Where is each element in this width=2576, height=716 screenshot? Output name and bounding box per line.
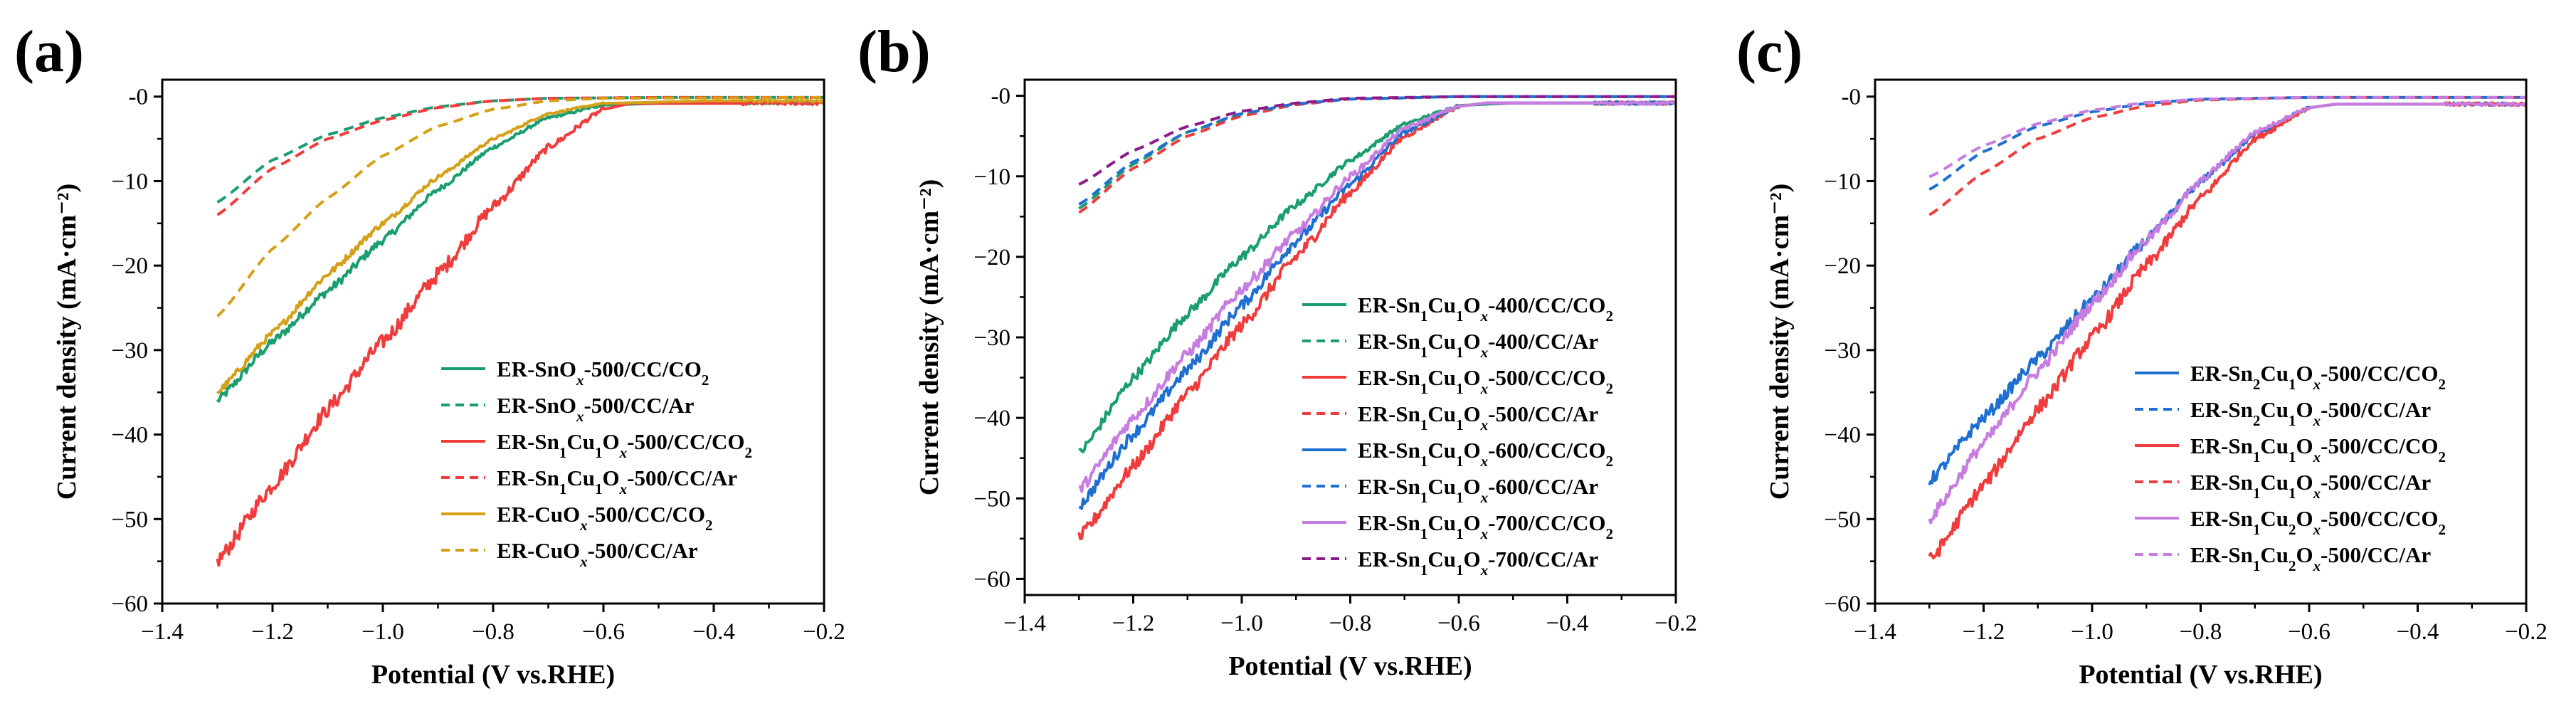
legend-label-6: ER-CuOx-500/CC/Ar [497, 538, 698, 570]
x-tick-label: −1.0 [361, 619, 404, 645]
series-line-7 [1078, 100, 1676, 493]
y-tick-label: −10 [1824, 169, 1861, 194]
chart-panel-3: (c) −1.4 −1.2 −1.0 −0.8 −0.6 −0.4 −0.2 -0 −10 −20 −… [1736, 19, 2548, 690]
legend-label-6: ER-Sn1Cu1Ox-600/CC/Ar [1358, 474, 1598, 506]
x-tick-label: −0.4 [1546, 611, 1589, 636]
legend-label-4: ER-Sn1Cu1Ox-500/CC/Ar [2190, 470, 2431, 502]
y-axis-title: Current density (mA·cm⁻²) [52, 184, 82, 500]
y-tick-label: −40 [1824, 423, 1861, 448]
x-axis-title: Potential (V vs.RHE) [371, 660, 615, 690]
x-tick-label: −0.6 [1437, 611, 1480, 636]
panel-label: (b) [857, 19, 931, 85]
legend-label-3: ER-Sn1Cu1Ox-500/CC/CO2 [2190, 433, 2446, 465]
x-tick-label: −0.4 [2397, 619, 2439, 645]
x-tick-label: −1.2 [251, 619, 294, 645]
y-tick-label: −40 [111, 423, 148, 448]
legend-label-3: ER-Sn1Cu1Ox-500/CC/CO2 [497, 429, 752, 461]
legend-label-4: ER-Sn1Cu1Ox-500/CC/Ar [497, 465, 737, 497]
legend: ER-Sn2Cu1Ox-500/CC/CO2 ER-Sn2Cu1Ox-500/CC… [2135, 361, 2446, 574]
x-tick-label: −1.2 [1112, 611, 1155, 636]
y-tick-label: −30 [1824, 338, 1861, 364]
series-line-5 [1928, 101, 2526, 525]
x-tick-label: −1.4 [1003, 611, 1046, 636]
chart-panel-2: (b) −1.4 −1.2 −1.0 −0.8 −0.6 −0.4 −0.2 -0 −10 −20 −… [857, 19, 1697, 681]
series-line-5 [216, 98, 824, 395]
x-tick-label: −0.4 [692, 619, 735, 645]
y-tick-label: −50 [111, 507, 148, 532]
series-line-6 [216, 95, 824, 317]
legend-label-5: ER-Sn1Cu2Ox-500/CC/CO2 [2190, 506, 2446, 538]
legend-label-1: ER-Sn1Cu1Ox-400/CC/CO2 [1358, 293, 1613, 325]
legend-label-2: ER-Sn1Cu1Ox-400/CC/Ar [1358, 329, 1598, 361]
y-tick-label: −30 [973, 325, 1010, 351]
x-axis-title: Potential (V vs.RHE) [1228, 651, 1472, 681]
legend-label-3: ER-Sn1Cu1Ox-500/CC/CO2 [1358, 365, 1613, 397]
x-tick-label: −1.4 [1854, 619, 1896, 645]
x-tick-label: −0.6 [582, 619, 625, 645]
x-tick-label: −0.8 [1329, 611, 1372, 636]
x-tick-label: −1.0 [1220, 611, 1263, 636]
y-tick-label: −10 [973, 164, 1010, 190]
series-group [216, 95, 824, 567]
x-tick-label: −1.4 [141, 619, 184, 645]
y-tick-label: −50 [973, 486, 1010, 512]
x-tick-label: −0.8 [472, 619, 514, 645]
y-axis-title: Current density (mA·cm⁻²) [914, 179, 944, 495]
y-tick-label: −60 [973, 567, 1010, 592]
x-tick-label: −0.2 [2505, 619, 2548, 645]
y-tick-label: −60 [111, 591, 148, 617]
y-tick-label: -0 [129, 85, 149, 110]
legend-label-1: ER-Sn2Cu1Ox-500/CC/CO2 [2190, 361, 2446, 393]
legend: ER-Sn1Cu1Ox-400/CC/CO2 ER-Sn1Cu1Ox-400/CC… [1302, 293, 1613, 579]
legend-label-5: ER-Sn1Cu1Ox-600/CC/CO2 [1358, 438, 1613, 470]
panel-label: (a) [14, 19, 84, 85]
series-line-3 [216, 100, 824, 567]
legend-label-8: ER-Sn1Cu1Ox-700/CC/Ar [1358, 547, 1598, 579]
y-tick-label: −10 [111, 169, 148, 194]
legend-label-7: ER-Sn1Cu1Ox-700/CC/CO2 [1358, 510, 1613, 542]
y-tick-label: −20 [1824, 253, 1861, 279]
x-tick-label: −0.2 [1654, 611, 1697, 636]
chart-panel-1: (a) −1.4 −1.2 −1.0 −0.8 −0.6 −0.4 −0.2 -0 −10 −20 −… [14, 19, 845, 690]
legend-label-1: ER-SnOx-500/CC/CO2 [497, 357, 709, 389]
series-line-8 [1078, 95, 1676, 186]
y-tick-label: −20 [973, 245, 1010, 270]
x-tick-label: −0.6 [2288, 619, 2330, 645]
legend-label-5: ER-CuOx-500/CC/CO2 [497, 502, 712, 534]
legend-label-6: ER-Sn1Cu2Ox-500/CC/Ar [2190, 542, 2431, 574]
y-tick-label: -0 [991, 84, 1011, 110]
series-group [1928, 95, 2526, 559]
y-tick-label: −60 [1824, 591, 1861, 617]
x-tick-label: −1.0 [2071, 619, 2113, 645]
series-line-4 [216, 95, 824, 216]
x-axis-title: Potential (V vs.RHE) [2079, 660, 2322, 690]
legend: ER-SnOx-500/CC/CO2 ER-SnOx-500/CC/Ar ER-Sn… [441, 357, 752, 570]
y-tick-label: −40 [973, 406, 1010, 431]
legend-label-4: ER-Sn1Cu1Ox-500/CC/Ar [1358, 401, 1598, 433]
panel-label: (c) [1736, 19, 1802, 85]
x-tick-label: −0.2 [803, 619, 845, 645]
y-tick-label: −30 [111, 338, 148, 364]
legend-label-2: ER-SnOx-500/CC/Ar [497, 393, 695, 425]
x-tick-label: −1.2 [1963, 619, 2005, 645]
x-tick-label: −0.8 [2180, 619, 2222, 645]
y-axis-title: Current density (mA·cm⁻²) [1765, 184, 1795, 500]
y-tick-label: -0 [1842, 85, 1862, 110]
y-tick-label: −50 [1824, 507, 1861, 532]
series-line-6 [1928, 95, 2526, 179]
legend-label-2: ER-Sn2Cu1Ox-500/CC/Ar [2190, 397, 2431, 429]
series-group [1077, 95, 1676, 540]
y-tick-label: −20 [111, 253, 148, 279]
